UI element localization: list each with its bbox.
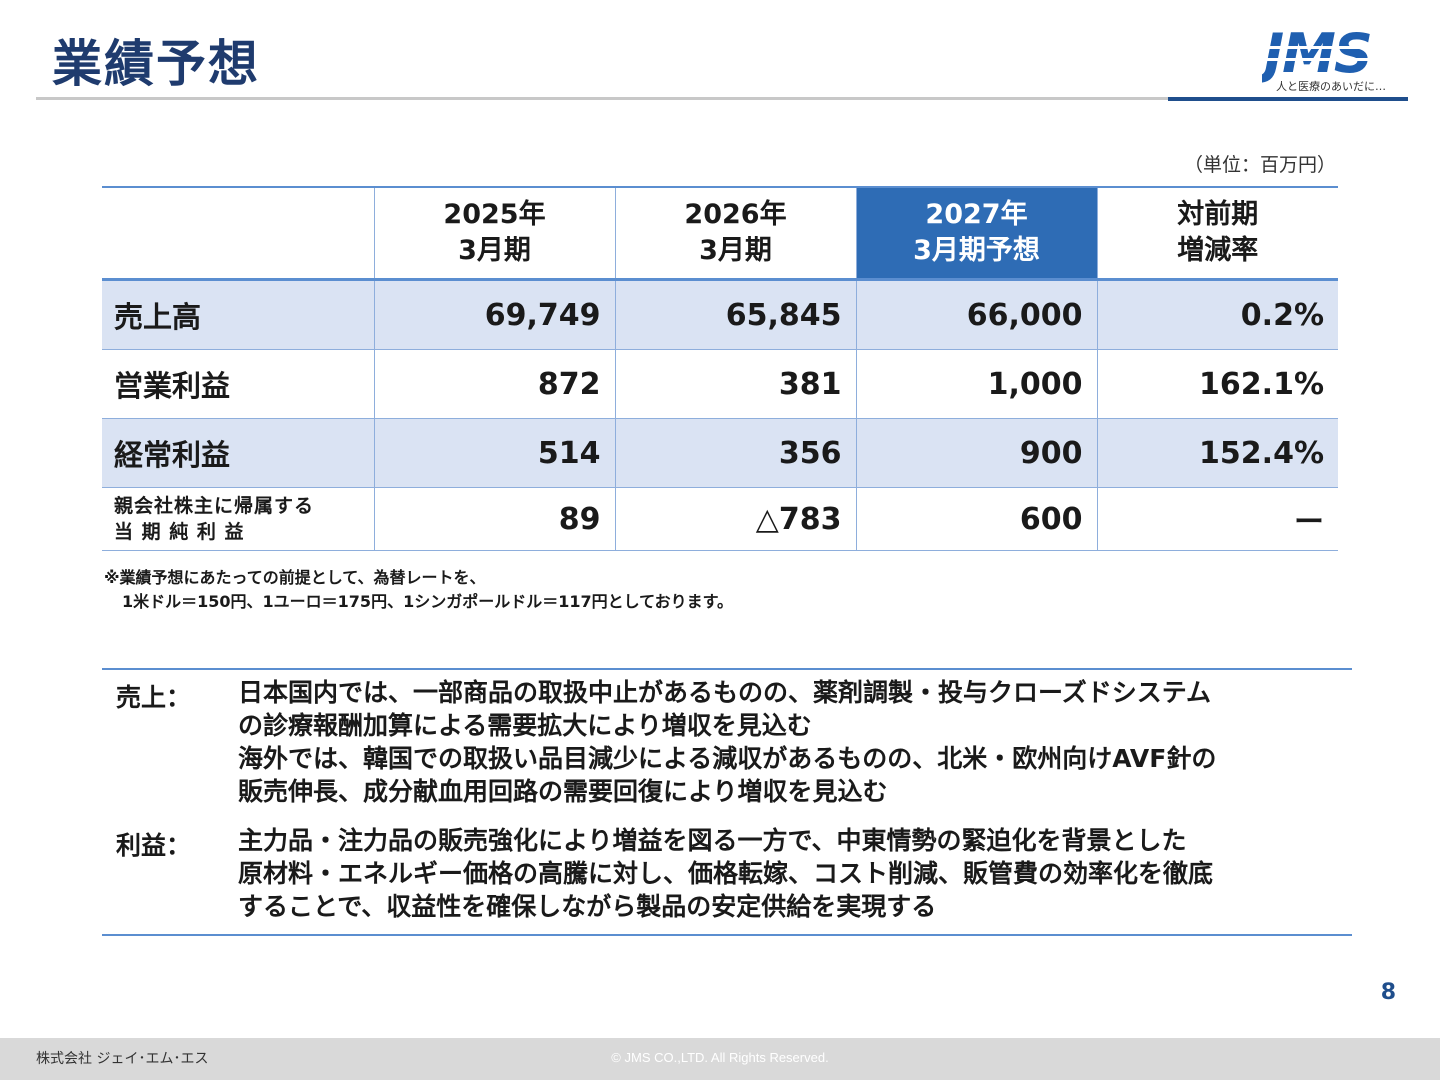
- commentary-line: 日本国内では、一部商品の取扱中止があるものの、薬剤調製・投与クローズドシステム: [238, 678, 1212, 707]
- cell-fy2026: 356: [614, 418, 856, 488]
- cell-fy2027-forecast: 1,000: [855, 349, 1097, 419]
- table-header-row: 2025年 3月期 2026年 3月期 2027年 3月期予想 対前期 増減率: [102, 186, 1338, 281]
- note-line: 1米ドル＝150円、1ユーロ＝175円、1シンガポールドル＝117円としておりま…: [122, 592, 734, 611]
- cell-fy2025: 69,749: [373, 279, 615, 350]
- footer-bar: 株式会社 ジェイ･エム･エス © JMS CO.,LTD. All Rights…: [0, 1038, 1440, 1080]
- exchange-rate-note: ※業績予想にあたっての前提として、為替レートを、 1米ドル＝150円、1ユーロ＝…: [104, 566, 733, 614]
- cell-yoy-change: 152.4%: [1096, 418, 1338, 488]
- row-label: 営業利益: [102, 349, 374, 419]
- commentary-line: することで、収益性を確保しながら製品の安定供給を実現する: [238, 892, 937, 921]
- commentary-line: 販売伸長、成分献血用回路の需要回復により増収を見込む: [238, 777, 888, 806]
- title-divider-accent: [1168, 97, 1408, 101]
- note-line: ※業績予想にあたっての前提として、為替レートを、: [104, 568, 486, 587]
- commentary-line: 海外では、韓国での取扱い品目減少による減収があるものの、北米・欧州向けAVF針の: [238, 744, 1217, 773]
- row-label-line1: 親会社株主に帰属する: [114, 495, 315, 517]
- table-row-operating-profit: 営業利益 872 381 1,000 162.1%: [102, 349, 1338, 419]
- commentary-line: 主力品・注力品の販売強化により増益を図る一方で、中東情勢の緊迫化を背景とした: [238, 826, 1187, 855]
- row-label: 売上高: [102, 279, 374, 350]
- cell-fy2025: 872: [373, 349, 615, 419]
- page-title: 業績予想: [52, 35, 260, 93]
- commentary-line: の診療報酬加算による需要拡大により増収を見込む: [238, 711, 812, 740]
- header-fy2025: 2025年 3月期: [373, 186, 615, 281]
- sales-label: 売上：: [116, 683, 192, 712]
- row-label-line2: 当 期 純 利 益: [114, 521, 245, 543]
- cell-fy2027-forecast: 900: [855, 418, 1097, 488]
- table-row-ordinary-profit: 経常利益 514 356 900 152.4%: [102, 418, 1338, 488]
- row-label: 親会社株主に帰属する 当 期 純 利 益: [102, 487, 374, 551]
- table-row-net-sales: 売上高 69,749 65,845 66,000 0.2%: [102, 279, 1338, 350]
- jms-logo: JMS: [1262, 22, 1404, 85]
- row-label: 経常利益: [102, 418, 374, 488]
- cell-fy2026: △783: [614, 487, 856, 551]
- footer-company: 株式会社 ジェイ･エム･エス: [36, 1051, 209, 1067]
- commentary-line: 原材料・エネルギー価格の高騰に対し、価格転嫁、コスト削減、販管費の効率化を徹底: [238, 859, 1214, 888]
- commentary-box: 売上： 日本国内では、一部商品の取扱中止があるものの、薬剤調製・投与クローズドシ…: [102, 668, 1352, 936]
- unit-note: （単位：百万円）: [1183, 154, 1336, 176]
- profit-commentary: 主力品・注力品の販売強化により増益を図る一方で、中東情勢の緊迫化を背景とした 原…: [238, 824, 1348, 923]
- header-fy2027-forecast: 2027年 3月期予想: [855, 186, 1097, 281]
- cell-fy2027-forecast: 66,000: [855, 279, 1097, 350]
- cell-yoy-change: 0.2%: [1096, 279, 1338, 350]
- title-divider: [36, 97, 1408, 100]
- footer-copyright: © JMS CO.,LTD. All Rights Reserved.: [611, 1050, 829, 1065]
- header-blank: [102, 186, 374, 281]
- cell-fy2026: 65,845: [614, 279, 856, 350]
- cell-fy2025: 514: [373, 418, 615, 488]
- cell-yoy-change: 162.1%: [1096, 349, 1338, 419]
- sales-commentary: 日本国内では、一部商品の取扱中止があるものの、薬剤調製・投与クローズドシステム …: [238, 676, 1348, 808]
- cell-yoy-change: ー: [1096, 487, 1338, 551]
- cell-fy2025: 89: [373, 487, 615, 551]
- table-row-net-income: 親会社株主に帰属する 当 期 純 利 益 89 △783 600 ー: [102, 487, 1338, 551]
- page-number: 8: [1380, 980, 1396, 1005]
- logo-text: JMS: [1262, 22, 1371, 85]
- profit-label: 利益：: [116, 831, 192, 860]
- logo-tagline: 人と医療のあいだに…: [1276, 80, 1386, 93]
- header-yoy-change: 対前期 増減率: [1096, 186, 1338, 281]
- cell-fy2027-forecast: 600: [855, 487, 1097, 551]
- header-fy2026: 2026年 3月期: [614, 186, 856, 281]
- forecast-table: 2025年 3月期 2026年 3月期 2027年 3月期予想 対前期 増減率 …: [102, 186, 1338, 551]
- cell-fy2026: 381: [614, 349, 856, 419]
